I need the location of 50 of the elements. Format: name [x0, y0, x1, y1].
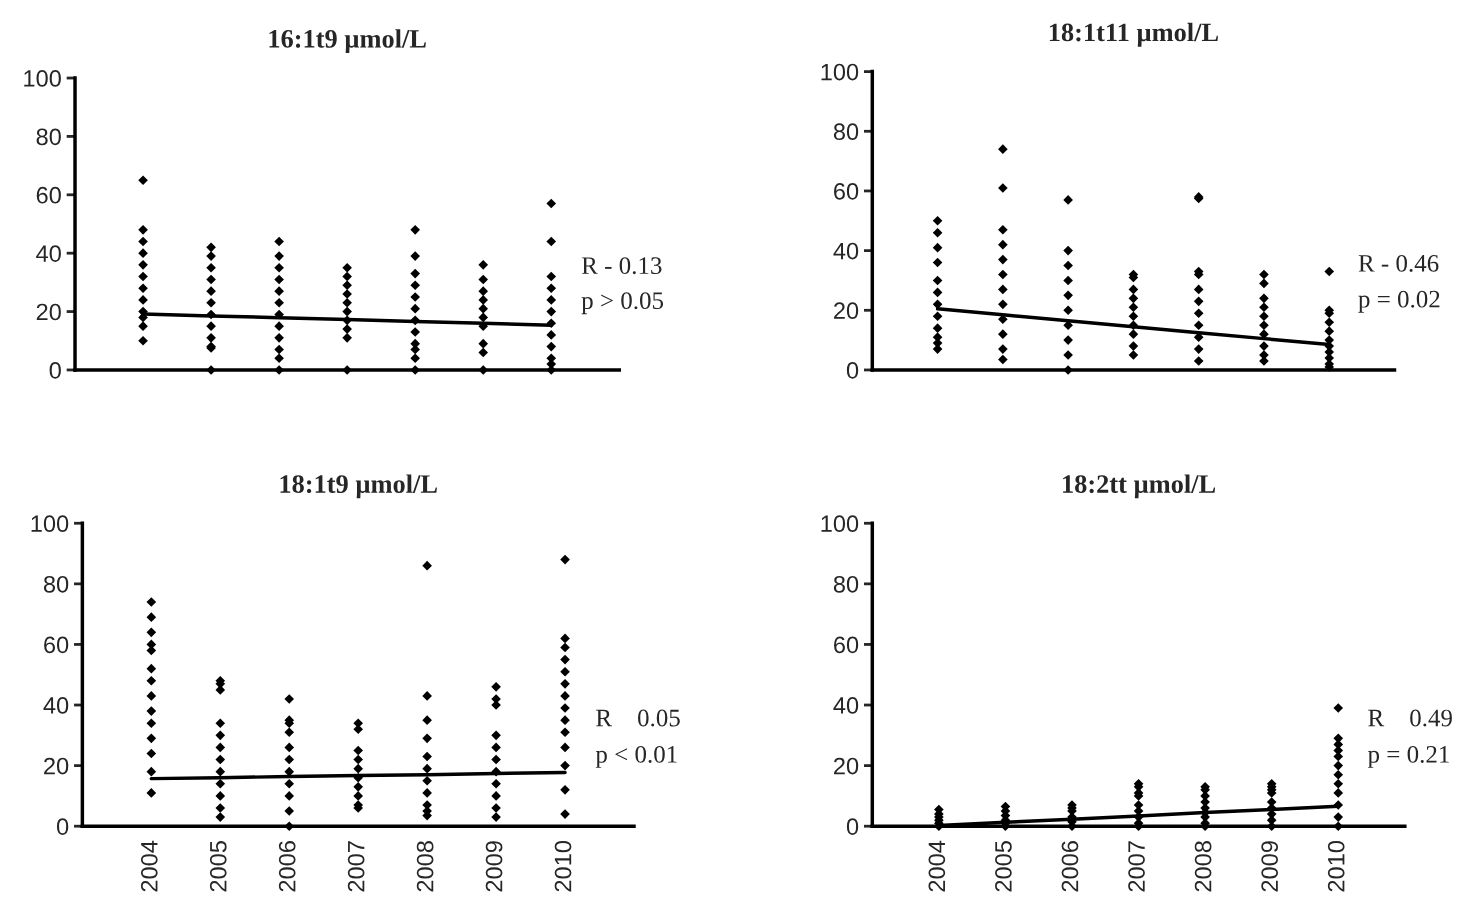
x-tick-label: 2010	[554, 841, 572, 892]
chart-title: 18:1t9 µmol/L	[280, 474, 437, 499]
annotation: R - 0.13	[581, 257, 662, 275]
annotation: R - 0.46	[1358, 254, 1439, 272]
y-tick-label: 40	[833, 242, 859, 260]
y-tick-label: 40	[36, 245, 61, 262]
x-tick-label: 2009	[485, 841, 503, 892]
y-tick-label: 60	[44, 636, 69, 654]
y-tick-label: 20	[834, 757, 859, 775]
x-tick-label: 2008	[416, 841, 434, 892]
x-tick-label: 2010	[1327, 841, 1345, 892]
y-tick-label: 0	[56, 818, 69, 835]
y-tick-label: 100	[24, 70, 61, 87]
chart-title: 18:1t11 µmol/L	[1049, 22, 1218, 47]
y-tick-label: 40	[833, 697, 859, 714]
annotation: R 0.05	[596, 709, 680, 727]
x-tick-label: 2008	[1194, 841, 1212, 892]
y-tick-label: 20	[44, 757, 69, 775]
x-tick-label: 2006	[1061, 841, 1079, 892]
y-tick-label: 80	[36, 128, 61, 146]
chart-title: 16:1t9 µmol/L	[269, 29, 426, 54]
y-tick-label: 80	[43, 575, 69, 593]
y-tick-label: 0	[49, 362, 61, 379]
y-tick-label: 60	[36, 186, 61, 204]
y-tick-label: 80	[833, 575, 859, 593]
y-tick-label: 100	[821, 63, 859, 81]
y-tick-label: 100	[821, 515, 859, 533]
x-tick-label: 2004	[928, 840, 946, 892]
y-tick-label: 100	[31, 515, 69, 533]
y-tick-label: 20	[834, 302, 859, 320]
y-tick-label: 0	[846, 818, 859, 835]
chart-title: 18:2tt µmol/L	[1063, 474, 1216, 499]
y-tick-label: 60	[834, 183, 859, 200]
x-tick-label: 2005	[995, 841, 1012, 892]
y-tick-label: 0	[846, 362, 859, 379]
x-tick-label: 2006	[278, 841, 296, 892]
annotation: p > 0.05	[581, 292, 664, 315]
y-tick-label: 60	[834, 636, 859, 654]
x-tick-label: 2004	[140, 840, 158, 892]
x-tick-label: 2009	[1261, 841, 1279, 892]
x-tick-label: 2007	[347, 841, 365, 892]
y-tick-label: 20	[36, 303, 61, 321]
x-tick-label: 2007	[1128, 841, 1145, 892]
annotation: p = 0.21	[1367, 745, 1449, 768]
x-tick-label: 2005	[209, 841, 227, 892]
y-tick-label: 80	[833, 123, 859, 141]
annotation: R 0.49	[1368, 709, 1452, 727]
annotation: p < 0.01	[595, 745, 677, 768]
y-tick-label: 40	[43, 697, 69, 714]
annotation: p = 0.02	[1358, 290, 1440, 313]
